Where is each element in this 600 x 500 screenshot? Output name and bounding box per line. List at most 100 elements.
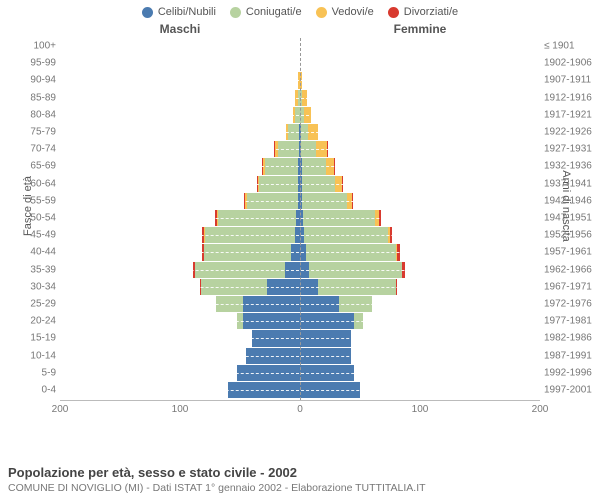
birth-label: 1917-1921 — [544, 109, 598, 120]
age-label: 50-54 — [2, 213, 56, 224]
column-headers: Maschi Femmine — [0, 22, 600, 36]
birth-label: 1957-1961 — [544, 247, 598, 258]
female-half — [300, 141, 540, 157]
birth-label: ≤ 1901 — [544, 41, 598, 52]
birth-label: 1922-1926 — [544, 127, 598, 138]
bar-segment — [300, 313, 354, 329]
birth-label: 1987-1991 — [544, 350, 598, 361]
male-half — [60, 55, 300, 71]
bar-segment — [228, 382, 300, 398]
footer-subtitle: COMUNE DI NOVIGLIO (MI) - Dati ISTAT 1° … — [8, 482, 592, 494]
female-half — [300, 176, 540, 192]
legend-label: Vedovi/e — [332, 6, 374, 18]
legend-label: Divorziati/e — [404, 6, 458, 18]
female-half — [300, 279, 540, 295]
bar-segment — [316, 141, 327, 157]
legend-label: Celibi/Nubili — [158, 6, 216, 18]
age-label: 25-29 — [2, 299, 56, 310]
bar-segment — [334, 158, 335, 174]
x-tick: 100 — [172, 404, 189, 415]
header-male: Maschi — [60, 22, 300, 36]
bar-segment — [300, 279, 318, 295]
age-label: 65-69 — [2, 161, 56, 172]
bar-segment — [205, 227, 295, 243]
male-half — [60, 279, 300, 295]
legend-item: Vedovi/e — [316, 6, 374, 18]
age-label: 100+ — [2, 41, 56, 52]
bar-segment — [267, 279, 300, 295]
legend-swatch — [142, 7, 153, 18]
bar-segment — [303, 210, 375, 226]
female-half — [300, 72, 540, 88]
age-label: 60-64 — [2, 178, 56, 189]
bar-segment — [396, 279, 397, 295]
birth-label: 1997-2001 — [544, 385, 598, 396]
footer: Popolazione per età, sesso e stato civil… — [8, 465, 592, 494]
birth-label: 1992-1996 — [544, 367, 598, 378]
birth-label: 1937-1941 — [544, 178, 598, 189]
age-label: 40-44 — [2, 247, 56, 258]
legend-swatch — [388, 7, 399, 18]
female-half — [300, 193, 540, 209]
birth-label: 1932-1936 — [544, 161, 598, 172]
male-half — [60, 296, 300, 312]
age-label: 95-99 — [2, 58, 56, 69]
female-half — [300, 382, 540, 398]
female-half — [300, 124, 540, 140]
birth-label: 1982-1986 — [544, 333, 598, 344]
legend-label: Coniugati/e — [246, 6, 302, 18]
age-label: 10-14 — [2, 350, 56, 361]
male-half — [60, 227, 300, 243]
bar-segment — [302, 176, 335, 192]
bar-segment — [300, 382, 360, 398]
legend-item: Coniugati/e — [230, 6, 302, 18]
female-half — [300, 348, 540, 364]
bar-segment — [309, 262, 402, 278]
age-label: 90-94 — [2, 75, 56, 86]
x-axis: 2001000100200 — [60, 400, 540, 418]
bar-segment — [304, 107, 311, 123]
bar-segment — [301, 141, 316, 157]
age-label: 80-84 — [2, 109, 56, 120]
bar-segment — [300, 262, 309, 278]
male-half — [60, 330, 300, 346]
x-tick: 200 — [52, 404, 69, 415]
header-female: Femmine — [300, 22, 540, 36]
birth-label: 1912-1916 — [544, 92, 598, 103]
bar-segment — [352, 193, 353, 209]
age-label: 35-39 — [2, 264, 56, 275]
bar-segment — [300, 365, 354, 381]
female-half — [300, 244, 540, 260]
bar-segment — [300, 330, 351, 346]
male-half — [60, 124, 300, 140]
bar-segment — [379, 210, 381, 226]
male-half — [60, 90, 300, 106]
chart-area: 100+≤ 190195-991902-190690-941907-191185… — [60, 38, 540, 418]
birth-label: 1977-1981 — [544, 316, 598, 327]
female-half — [300, 210, 540, 226]
male-half — [60, 348, 300, 364]
birth-label: 1942-1946 — [544, 195, 598, 206]
female-half — [300, 158, 540, 174]
female-half — [300, 296, 540, 312]
bar-segment — [300, 348, 351, 364]
bar-segment — [285, 262, 300, 278]
bar-segment — [288, 124, 299, 140]
footer-title: Popolazione per età, sesso e stato civil… — [8, 465, 592, 480]
x-tick: 200 — [532, 404, 549, 415]
bar-segment — [335, 176, 342, 192]
center-line — [300, 38, 301, 400]
bar-segment — [397, 244, 399, 260]
bar-segment — [302, 193, 347, 209]
birth-label: 1902-1906 — [544, 58, 598, 69]
bar-segment — [342, 176, 343, 192]
x-tick: 100 — [412, 404, 429, 415]
male-half — [60, 158, 300, 174]
legend: Celibi/Nubili Coniugati/e Vedovi/e Divorzia… — [0, 0, 600, 18]
age-label: 45-49 — [2, 230, 56, 241]
x-tick: 0 — [297, 404, 303, 415]
female-half — [300, 227, 540, 243]
female-half — [300, 365, 540, 381]
bar-segment — [318, 279, 396, 295]
bar-segment — [247, 193, 298, 209]
